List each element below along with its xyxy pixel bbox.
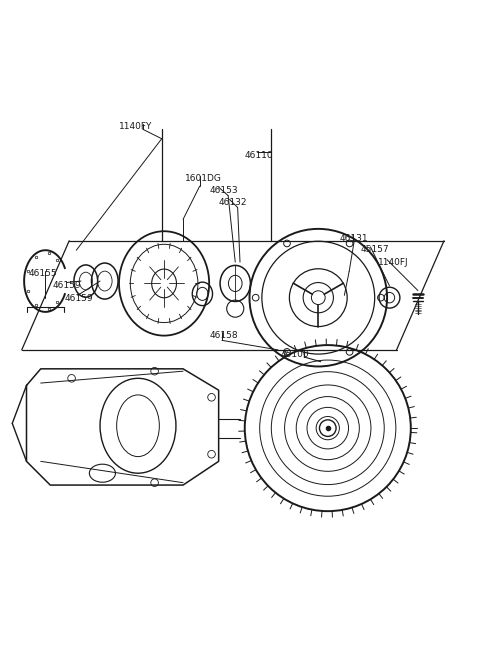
Text: 46158: 46158 <box>209 331 238 340</box>
Text: 1140FJ: 1140FJ <box>378 258 408 267</box>
Text: 46153: 46153 <box>209 186 238 195</box>
Text: 1140FY: 1140FY <box>119 122 152 131</box>
Text: 46159: 46159 <box>53 281 81 290</box>
Text: 46155: 46155 <box>29 269 58 278</box>
Text: 1601DG: 1601DG <box>185 174 222 183</box>
Text: 46159: 46159 <box>64 294 93 303</box>
Text: 46110: 46110 <box>245 150 274 160</box>
Text: 45157: 45157 <box>361 246 390 254</box>
Text: 46131: 46131 <box>340 234 368 242</box>
Text: 46132: 46132 <box>219 198 247 207</box>
Text: 45100: 45100 <box>280 350 309 359</box>
